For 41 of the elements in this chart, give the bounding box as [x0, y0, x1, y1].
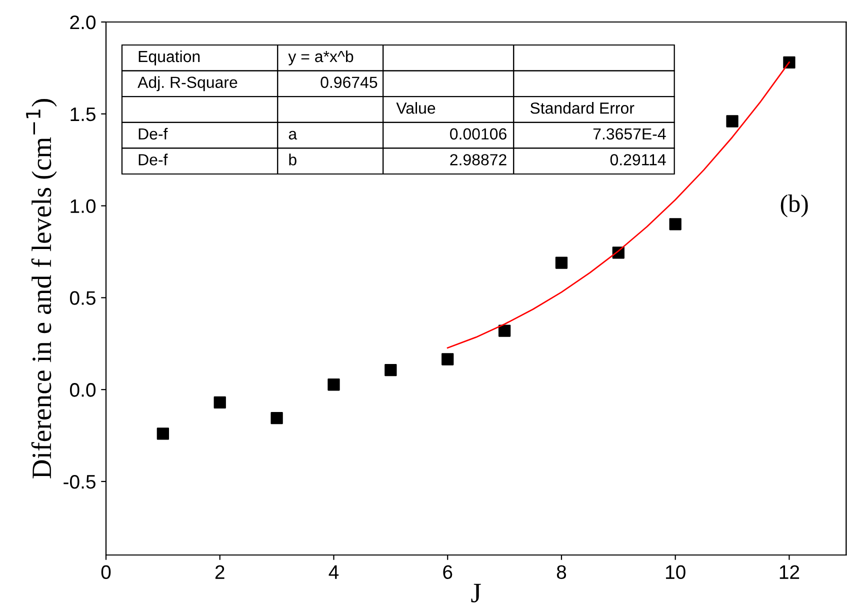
point	[555, 256, 568, 269]
annotation: 7.3657E-4	[593, 128, 666, 140]
x-axis-title: J	[471, 584, 481, 602]
x-tick-label: 2	[215, 565, 224, 579]
x-tick-label: 6	[443, 565, 452, 580]
y-tick-label: -0.5	[64, 474, 96, 489]
y-tick-label: 1.5	[70, 108, 96, 122]
point	[669, 218, 682, 230]
x-tick-label: 4	[328, 565, 339, 579]
annotation: Adj. R-Square	[138, 76, 238, 92]
annotation: 0.29114	[610, 154, 666, 166]
annotation: Value	[396, 102, 436, 114]
y-axis-title: Diference in e and f levels (cm$^{−1}$)	[26, 99, 57, 478]
x-tick-label: 0	[101, 565, 111, 580]
x-tick-label: 10	[666, 565, 686, 580]
annotation: (b)	[780, 194, 808, 218]
y-tick-label: 1.0	[70, 199, 96, 214]
point	[214, 396, 226, 409]
annotation: Standard Error	[530, 102, 634, 114]
annotation: b	[289, 154, 296, 166]
point	[384, 364, 397, 376]
point	[156, 428, 170, 440]
annotation: y = a*x^b	[288, 50, 354, 66]
x-tick-label: 8	[556, 565, 566, 580]
y-tick-label: 0.5	[70, 291, 96, 305]
x-tick-label: 12	[780, 565, 800, 579]
annotation: 0.00106	[450, 128, 506, 140]
point	[726, 115, 738, 128]
point	[498, 324, 511, 337]
annotation: Equation	[138, 50, 200, 66]
point	[328, 378, 340, 391]
y-tick-label: 0.0	[70, 383, 96, 397]
point	[783, 56, 796, 69]
annotation: De-f	[138, 154, 168, 166]
annotation: 2.98872	[450, 154, 506, 166]
y-tick-label: 2.0	[70, 15, 96, 30]
point	[442, 353, 454, 366]
annotation: 0.96745	[320, 76, 378, 88]
annotation: De-f	[138, 128, 168, 140]
point	[270, 412, 283, 424]
annotation: a	[288, 130, 298, 140]
